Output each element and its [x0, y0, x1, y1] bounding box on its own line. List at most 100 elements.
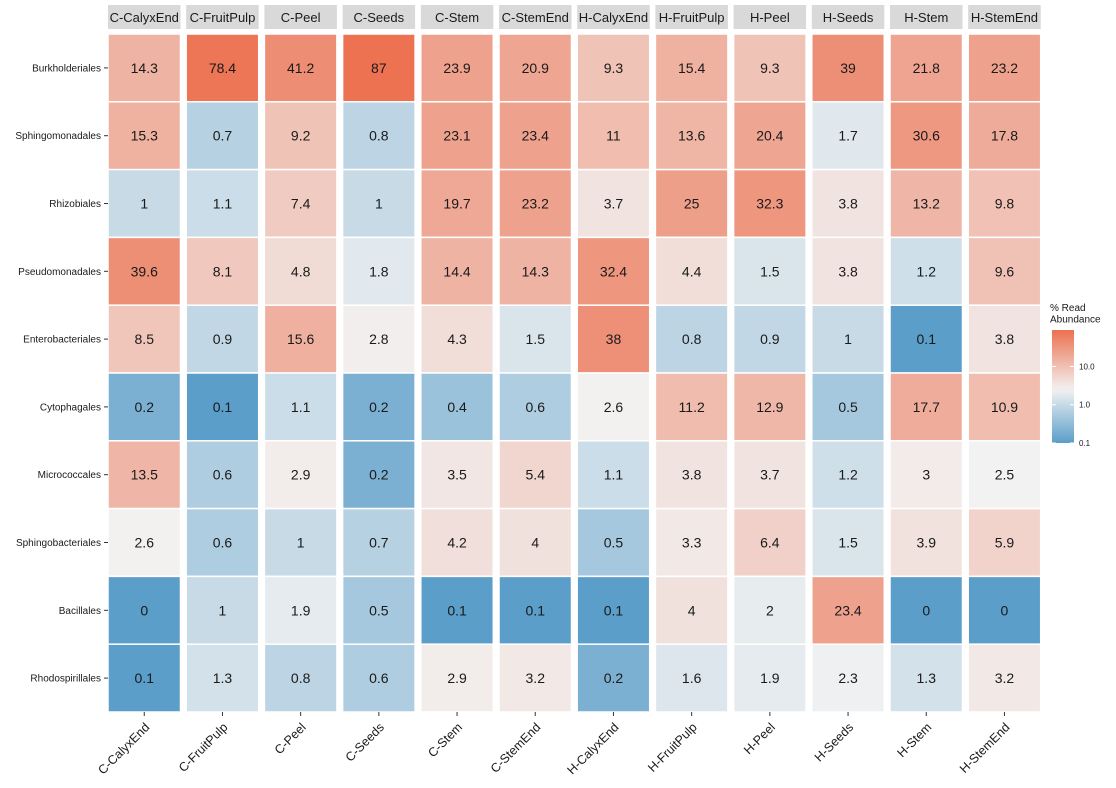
x-tick-label: C-Peel — [272, 720, 309, 757]
heatmap-cell — [498, 168, 573, 239]
heatmap-cell — [341, 507, 416, 578]
heatmap-cell — [107, 33, 182, 103]
heatmap-cell — [498, 643, 573, 713]
cell-value-label: 2.6 — [604, 399, 624, 415]
heatmap-cell — [185, 575, 260, 645]
heatmap-cell — [576, 643, 651, 713]
cell-value-label: 8.1 — [213, 263, 233, 279]
heatmap-cell — [341, 101, 416, 171]
facet-strip — [733, 5, 807, 29]
cell-value-label: 14.3 — [522, 263, 549, 279]
heatmap-cell — [576, 33, 651, 103]
y-tick-label: Sphingobacteriales — [16, 538, 101, 549]
facet-strip-label: C-Seeds — [354, 10, 405, 25]
cell-value-label: 0.4 — [447, 399, 467, 415]
cell-value-label: 1.1 — [291, 399, 311, 415]
heatmap-cell — [107, 643, 182, 713]
cell-value-label: 3.2 — [995, 670, 1015, 686]
heatmap-cell — [420, 372, 495, 442]
cell-value-label: 0.6 — [213, 467, 233, 483]
facet-strip-label: C-StemEnd — [502, 10, 569, 25]
cell-value-label: 23.2 — [991, 60, 1018, 76]
x-tick-label: H-Peel — [741, 720, 778, 757]
heatmap-cell — [341, 372, 416, 442]
cell-value-label: 0.1 — [917, 331, 937, 347]
heatmap-cell — [341, 168, 416, 239]
cell-value-label: 1.5 — [838, 535, 858, 551]
cell-value-label: 4.3 — [447, 331, 467, 347]
cell-value-label: 0.5 — [838, 399, 858, 415]
cell-value-label: 1.6 — [682, 670, 702, 686]
heatmap-cell — [263, 643, 338, 713]
column-axis: C-CalyxEnd C-FruitPulp C-Peel C-Seeds C-Stem… — [95, 712, 1013, 777]
cell-value-label: 14.4 — [443, 263, 470, 279]
cell-value-label: 7.4 — [291, 196, 311, 212]
facet-strip-label: H-Seeds — [823, 10, 874, 25]
facet-strip-label: H-Peel — [750, 10, 790, 25]
heatmap-cell — [889, 440, 964, 510]
cell-value-label: 23.9 — [443, 60, 470, 76]
heatmap-cells: 14.315.3139.68.50.213.52.600.178.40.71.1… — [107, 33, 1042, 713]
cell-value-label: 0.5 — [604, 535, 624, 551]
heatmap-cell — [654, 33, 729, 103]
heatmap-cell — [107, 168, 182, 239]
heatmap-cell — [811, 304, 886, 374]
cell-value-label: 0 — [922, 602, 930, 618]
cell-value-label: 1 — [375, 196, 383, 212]
cell-value-label: 0.8 — [682, 331, 702, 347]
heatmap-cell — [341, 643, 416, 713]
heatmap-cell — [967, 643, 1042, 713]
heatmap-cell — [654, 643, 729, 713]
heatmap-cell — [263, 236, 338, 306]
heatmap-cell — [811, 440, 886, 510]
y-tick-label: Rhodospirillales — [30, 674, 101, 685]
cell-value-label: 25 — [684, 196, 700, 212]
cell-value-label: 0.6 — [369, 670, 389, 686]
heatmap-cell — [420, 440, 495, 510]
cell-value-label: 1.3 — [213, 670, 233, 686]
heatmap-cell — [732, 575, 807, 645]
cell-value-label: 11.2 — [679, 399, 705, 415]
cell-value-label: 39.6 — [131, 263, 158, 279]
heatmap-cell — [732, 507, 807, 578]
cell-value-label: 3.9 — [917, 535, 937, 551]
facet-strip — [186, 5, 259, 29]
heatmap-cell — [967, 372, 1042, 442]
heatmap-cell — [498, 440, 573, 510]
facet-strip-label: H-Stem — [904, 10, 948, 25]
cell-value-label: 15.3 — [131, 128, 158, 144]
heatmap-cell — [889, 507, 964, 578]
heatmap-cell — [107, 575, 182, 645]
cell-value-label: 11 — [606, 128, 621, 144]
cell-value-label: 13.5 — [131, 467, 158, 483]
cell-value-label: 8.5 — [135, 331, 155, 347]
cell-value-label: 3.7 — [604, 196, 624, 212]
heatmap-cell — [811, 101, 886, 171]
x-tick-label: C-FruitPulp — [176, 720, 231, 775]
y-tick-label: Bacillales — [59, 606, 101, 617]
cell-value-label: 4.2 — [447, 535, 467, 551]
heatmap-cell — [107, 440, 182, 510]
cell-value-label: 15.4 — [678, 60, 705, 76]
cell-value-label: 13.6 — [678, 128, 705, 144]
heatmap-cell — [263, 507, 338, 578]
cell-value-label: 12.9 — [756, 399, 783, 415]
cell-value-label: 9.3 — [604, 60, 624, 76]
cell-value-label: 32.3 — [756, 196, 783, 212]
heatmap-cell — [732, 101, 807, 171]
cell-value-label: 0.7 — [369, 535, 389, 551]
heatmap-cell — [185, 101, 260, 171]
cell-value-label: 9.2 — [291, 128, 311, 144]
facet-strip-label: C-Stem — [435, 10, 479, 25]
facet-strip — [968, 5, 1041, 29]
cell-value-label: 2.8 — [369, 331, 389, 347]
cell-value-label: 4 — [531, 535, 539, 551]
facet-strip — [264, 5, 337, 29]
cell-value-label: 3.5 — [447, 467, 467, 483]
heatmap-cell — [732, 643, 807, 713]
heatmap-cell — [811, 236, 886, 306]
facet-strip — [342, 5, 416, 29]
cell-value-label: 3.7 — [760, 467, 780, 483]
cell-value-label: 14.3 — [131, 60, 158, 76]
